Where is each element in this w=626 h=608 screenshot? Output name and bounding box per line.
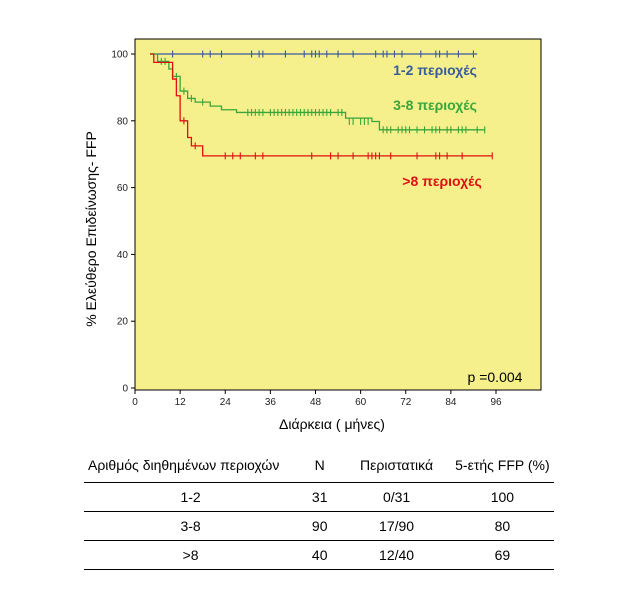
- axis-ticks: 0 12 24 36 48 60 72 84 96 0 20 40 60 80 100: [111, 50, 502, 409]
- y-tick-label: 0: [122, 384, 128, 395]
- table-row: 3-8 90 17/90 80: [84, 511, 554, 541]
- cell-ffp: 69: [450, 540, 554, 570]
- survival-curves: [150, 50, 493, 160]
- x-axis-title: Διάρκεια ( μήνες): [279, 416, 385, 432]
- series-1: [150, 53, 486, 134]
- x-tick-label: 24: [220, 397, 232, 408]
- y-tick-label: 20: [117, 317, 129, 328]
- series-0: [150, 50, 478, 58]
- x-tick-label: 0: [132, 397, 138, 408]
- cell-regions: >8: [84, 540, 298, 570]
- kaplan-meier-chart: 0 12 24 36 48 60 72 84 96 0 20 40 60 80 100 1-2 περιοχ…: [83, 38, 542, 432]
- cell-ffp: 100: [450, 482, 554, 512]
- header-regions: Αριθμός διηθημένων περιοχών: [84, 444, 298, 483]
- x-tick-label: 36: [265, 397, 277, 408]
- cell-n: 90: [297, 511, 343, 541]
- y-tick-label: 40: [117, 250, 129, 261]
- cell-regions: 1-2: [84, 482, 298, 512]
- cell-cases: 12/40: [342, 540, 451, 570]
- table-header-row: Αριθμός διηθημένων περιοχών N Περιστατικ…: [84, 444, 554, 483]
- series-2: [150, 53, 493, 160]
- cell-ffp: 80: [450, 511, 554, 541]
- table-row: >8 40 12/40 69: [84, 540, 554, 570]
- table-row: 1-2 31 0/31 100: [84, 482, 554, 512]
- header-ffp: 5-ετής FFP (%): [450, 444, 554, 483]
- x-tick-label: 72: [400, 397, 412, 408]
- x-tick-label: 60: [355, 397, 367, 408]
- plot-area: [134, 38, 542, 391]
- cell-n: 40: [297, 540, 343, 570]
- cell-cases: 0/31: [342, 482, 451, 512]
- y-tick-label: 60: [117, 183, 129, 194]
- cell-n: 31: [297, 482, 343, 512]
- cell-cases: 17/90: [342, 511, 451, 541]
- y-tick-label: 100: [111, 50, 128, 61]
- header-n: N: [297, 444, 343, 483]
- cell-regions: 3-8: [84, 511, 298, 541]
- y-axis-title: % Ελεύθερο Επιδείνωσης- FFP: [83, 131, 99, 327]
- series-label-gt8: >8 περιοχές: [402, 173, 481, 189]
- series-label-1-2: 1-2 περιοχές: [393, 62, 477, 78]
- y-tick-label: 80: [117, 116, 129, 127]
- p-value-annotation: p =0.004: [468, 369, 523, 385]
- series-label-3-8: 3-8 περιοχές: [393, 97, 477, 113]
- results-table: Αριθμός διηθημένων περιοχών N Περιστατικ…: [84, 444, 554, 570]
- x-tick-label: 96: [490, 397, 502, 408]
- x-tick-label: 84: [445, 397, 457, 408]
- x-tick-label: 48: [310, 397, 322, 408]
- x-tick-label: 12: [175, 397, 187, 408]
- header-cases: Περιστατικά: [342, 444, 451, 483]
